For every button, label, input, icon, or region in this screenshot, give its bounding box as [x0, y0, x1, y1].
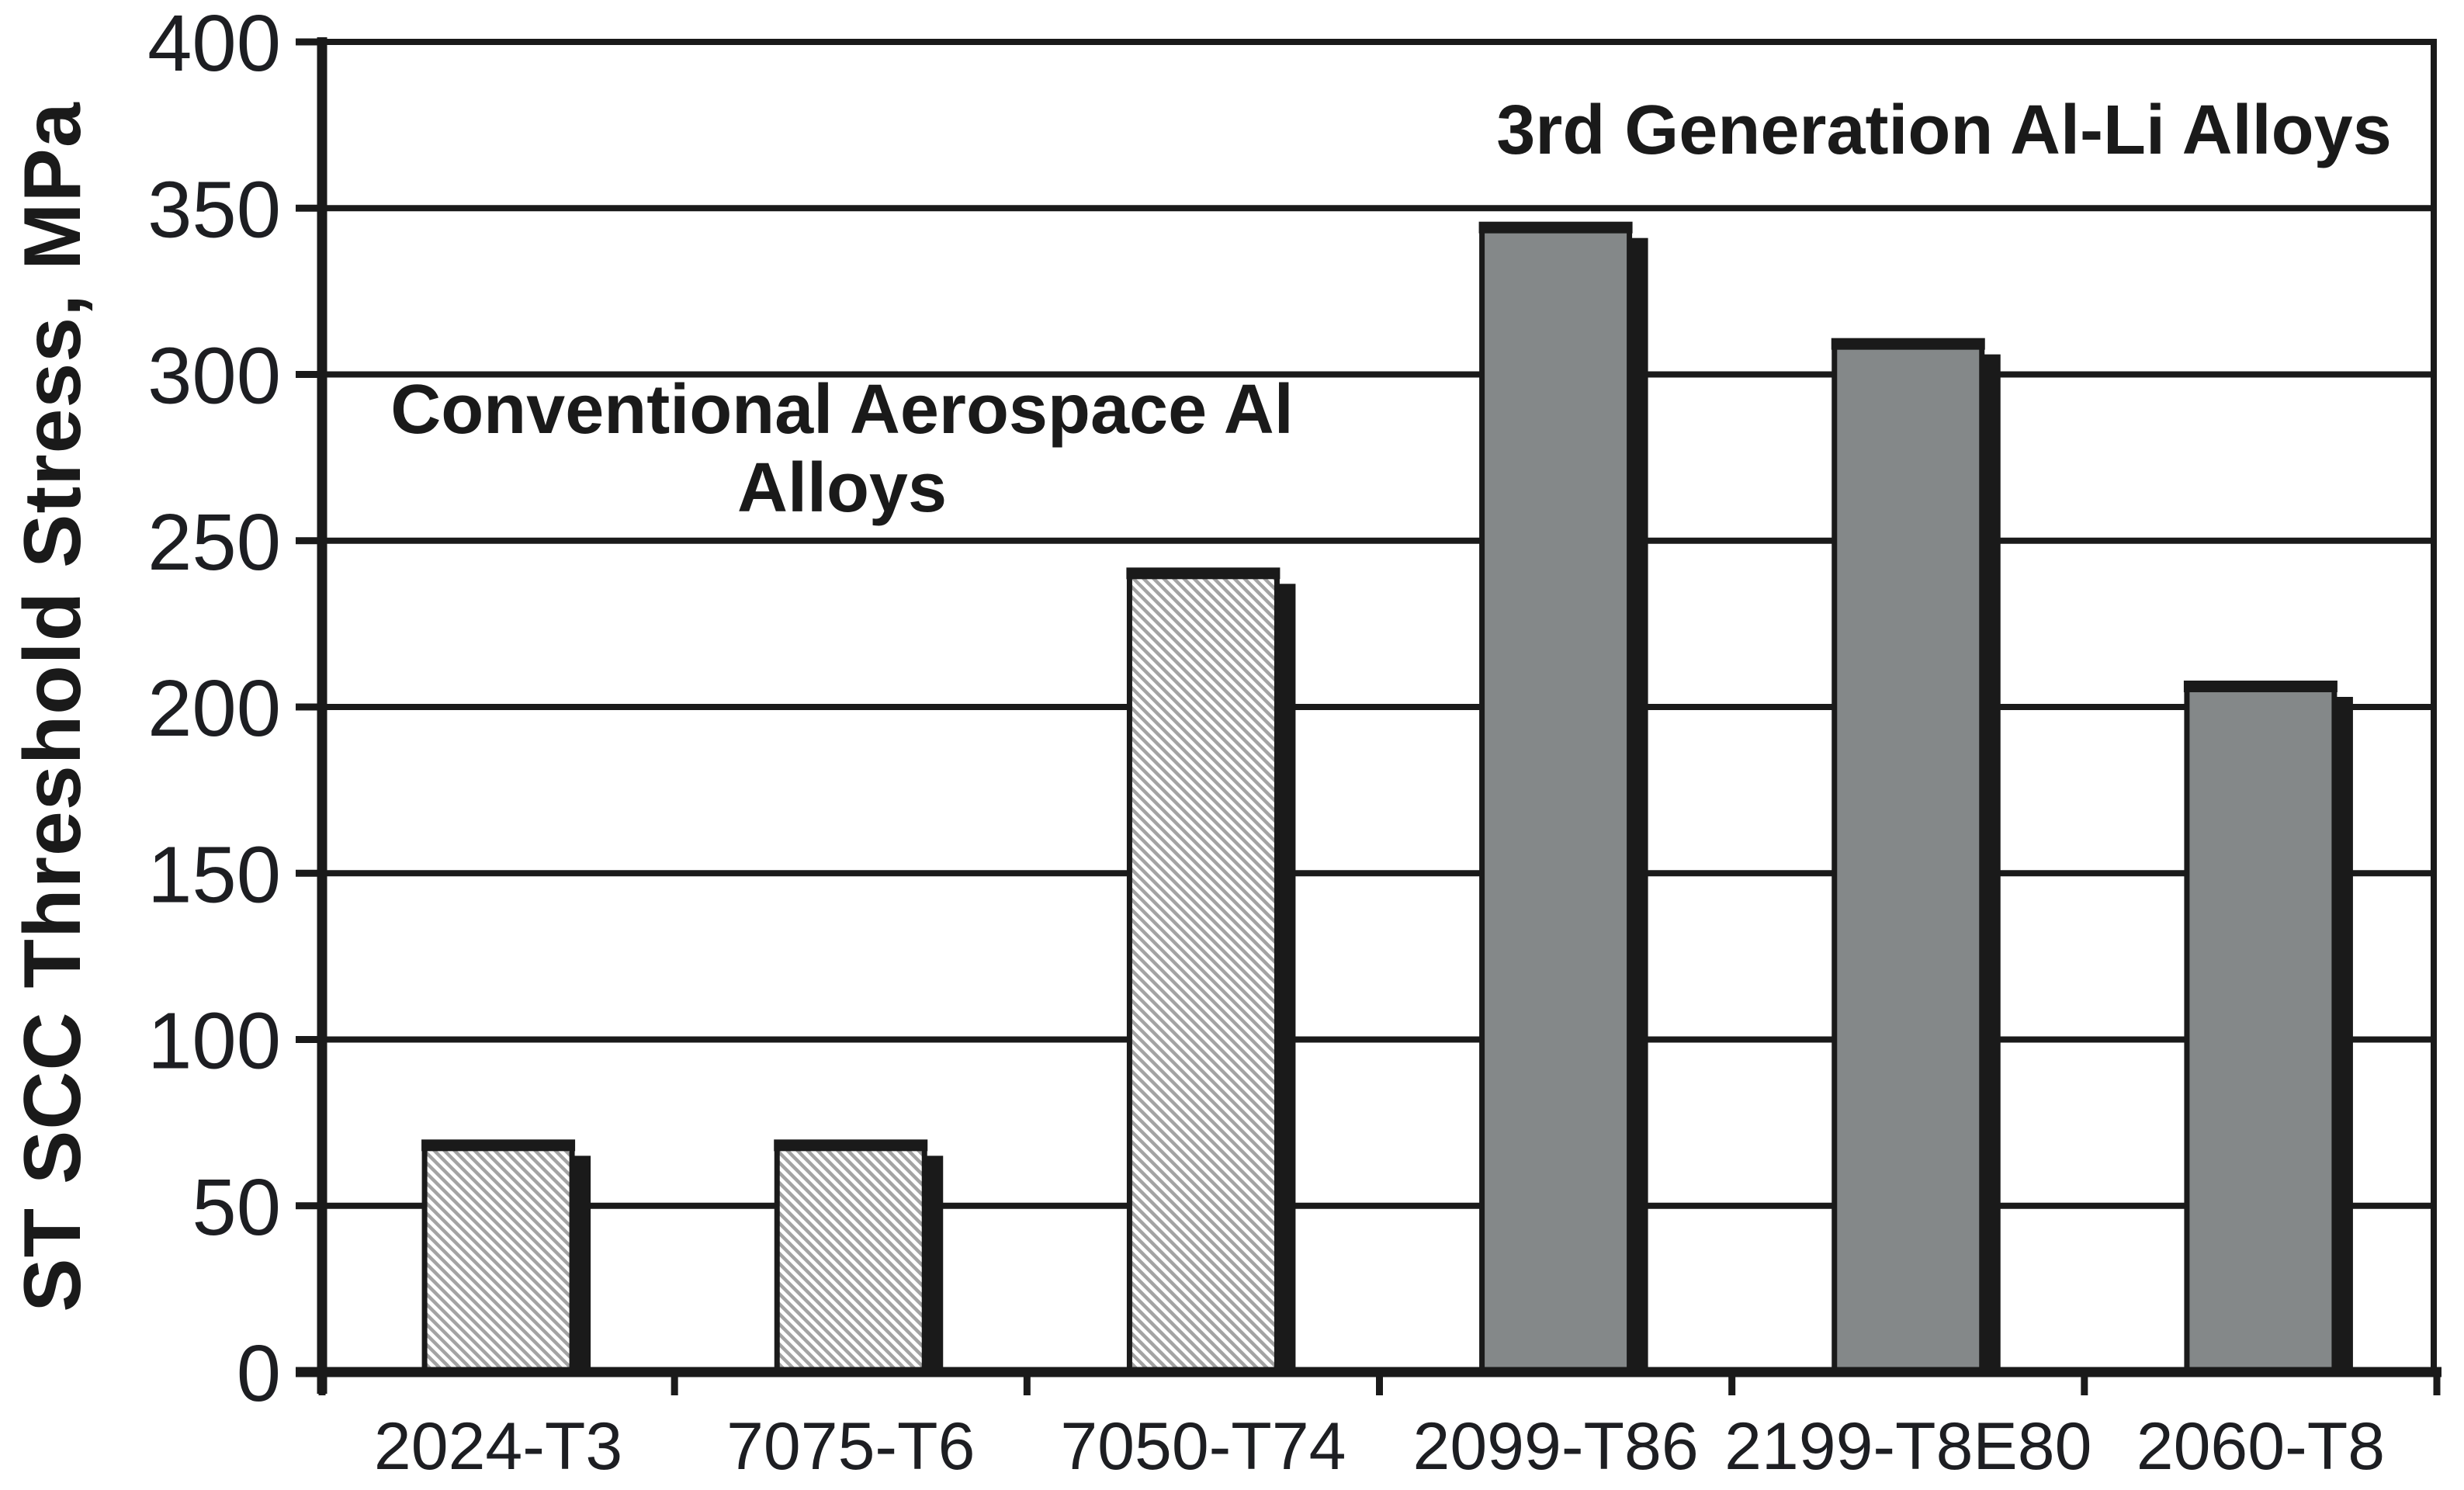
y-tick-mark-400	[296, 38, 322, 46]
x-axis-label-2024-T3: 2024-T3	[374, 1409, 622, 1484]
bar-2099-T86	[1478, 221, 1648, 1375]
x-tick-mark-6	[2433, 1372, 2441, 1395]
bar-body-2099-T86	[1479, 222, 1633, 1375]
x-axis-label-2060-T8: 2060-T8	[2137, 1409, 2385, 1484]
x-tick-mark-4	[1728, 1372, 1736, 1395]
y-tick-mark-200	[296, 703, 322, 711]
plot-right-border	[2431, 42, 2437, 1372]
y-axis-tick-label-350: 350	[147, 165, 281, 254]
x-tick-mark-1	[671, 1372, 678, 1395]
bar-cap-2024-T3	[421, 1139, 576, 1152]
y-tick-mark-50	[296, 1202, 322, 1210]
y-axis-tick-label-150: 150	[147, 830, 281, 919]
bar-cap-2060-T8	[2183, 681, 2338, 693]
gridline-300	[322, 371, 2437, 378]
y-axis-tick-label-200: 200	[147, 664, 281, 753]
annotation-conventional-line2: Alloys	[736, 449, 948, 527]
y-axis-title: ST SCC Threshold Stress, MPa	[8, 102, 98, 1312]
bar-2199-T8E80	[1831, 338, 2001, 1375]
gridline-100	[322, 1036, 2437, 1043]
x-axis-label-2099-T86: 2099-T86	[1413, 1409, 1699, 1484]
y-tick-mark-100	[296, 1036, 322, 1043]
y-axis-tick-label-400: 400	[147, 0, 281, 88]
annotation-3rd-generation: 3rd Generation Al-Li Alloys	[1323, 92, 2464, 170]
y-tick-mark-300	[296, 371, 322, 378]
gridline-350	[322, 205, 2437, 212]
bar-cap-7050-T74	[1126, 567, 1281, 580]
x-axis-label-7075-T6: 7075-T6	[726, 1409, 975, 1484]
gridline-50	[322, 1202, 2437, 1209]
x-axis-line	[296, 1367, 2441, 1377]
x-tick-mark-3	[1376, 1372, 1383, 1395]
y-axis-tick-label-100: 100	[147, 996, 281, 1086]
gridline-250	[322, 537, 2437, 544]
y-tick-mark-250	[296, 537, 322, 545]
gridline-150	[322, 870, 2437, 877]
x-tick-mark-0	[318, 1372, 326, 1395]
bar-body-2199-T8E80	[1832, 338, 1985, 1375]
bar-body-2024-T3	[421, 1139, 575, 1375]
x-tick-mark-5	[2081, 1372, 2088, 1395]
bar-cap-7075-T6	[774, 1139, 928, 1152]
y-tick-mark-150	[296, 869, 322, 877]
bar-2024-T3	[421, 1139, 591, 1375]
annotation-3rdgen-line1: 3rd Generation Al-Li Alloys	[1496, 92, 2392, 169]
gridline-400	[322, 39, 2437, 45]
bar-cap-2199-T8E80	[1831, 338, 1985, 350]
x-axis-label-2199-T8E80: 2199-T8E80	[1724, 1409, 2091, 1484]
x-tick-mark-2	[1023, 1372, 1031, 1395]
bar-body-7050-T74	[1126, 567, 1280, 1375]
y-axis-tick-label-50: 50	[192, 1163, 281, 1252]
plot-area: 0 50 100 150 200 250 300 350 400 2024-T3 7075-T6 70…	[147, 0, 2441, 1484]
y-tick-mark-350	[296, 204, 322, 212]
annotation-conventional-line1: Conventional Aerospace Al	[390, 371, 1294, 449]
bar-7075-T6	[774, 1139, 944, 1375]
y-axis-tick-label-300: 300	[147, 331, 281, 421]
bar-7050-T74	[1126, 567, 1296, 1375]
x-axis-label-7050-T74: 7050-T74	[1060, 1409, 1346, 1484]
annotation-conventional-alloys: Conventional Aerospace Al Alloys	[221, 371, 1463, 528]
bar-2060-T8	[2183, 681, 2353, 1375]
y-axis-line	[317, 37, 327, 1394]
gridline-200	[322, 704, 2437, 710]
bar-body-7075-T6	[774, 1139, 927, 1375]
y-axis-tick-label-250: 250	[147, 497, 281, 587]
bar-cap-2099-T86	[1478, 221, 1633, 234]
y-axis-tick-label-0: 0	[237, 1329, 281, 1418]
bar-body-2060-T8	[2184, 681, 2338, 1375]
